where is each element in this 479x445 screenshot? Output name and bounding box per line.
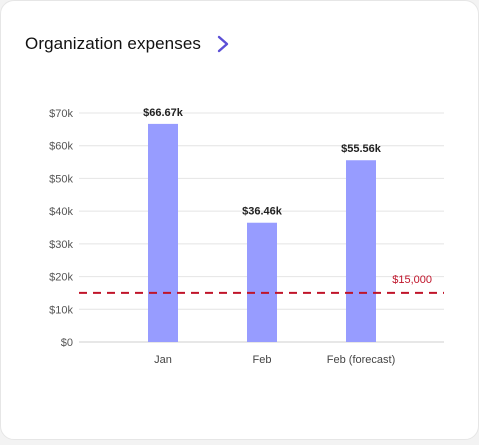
y-tick-label: $40k [49, 206, 73, 218]
threshold-label: $15,000 [392, 274, 432, 286]
bar [346, 160, 376, 342]
card-title: Organization expenses [25, 33, 201, 53]
y-tick-label: $20k [49, 272, 73, 284]
y-tick-label: $60k [49, 141, 73, 153]
x-category-label: Jan [154, 354, 172, 366]
y-tick-label: $0 [61, 337, 73, 349]
bar-value-label: $36.46k [242, 206, 283, 218]
bar [148, 123, 178, 342]
chevron-right-icon[interactable] [215, 34, 231, 54]
x-category-label: Feb (forecast) [327, 354, 395, 366]
x-category-label: Feb [253, 354, 272, 366]
y-tick-label: $70k [49, 108, 73, 120]
bar [247, 222, 277, 342]
card-header-link[interactable]: Organization expenses [25, 33, 231, 54]
bar-value-label: $55.56k [341, 143, 382, 155]
y-tick-label: $10k [49, 304, 73, 316]
y-tick-label: $30k [49, 239, 73, 251]
bar-value-label: $66.67k [143, 107, 184, 119]
y-tick-label: $50k [49, 173, 73, 185]
